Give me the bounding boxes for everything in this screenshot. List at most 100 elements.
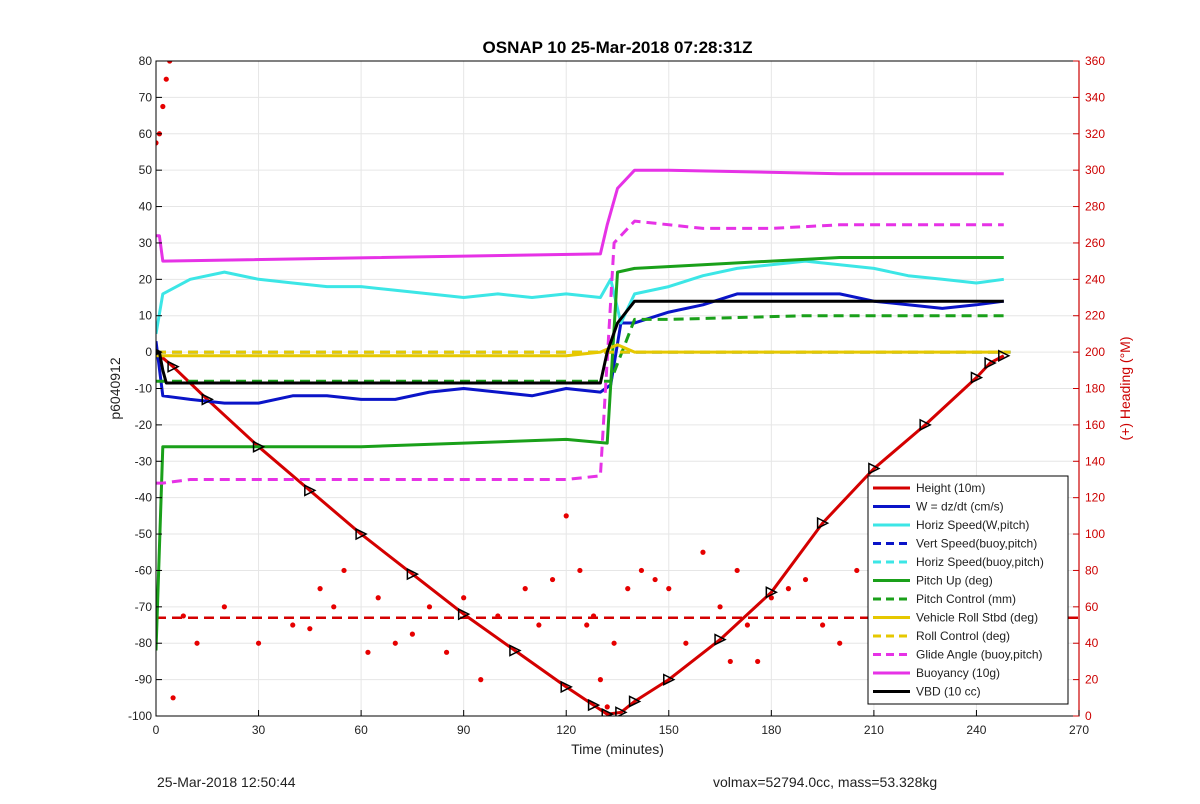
y-tick-label: -30 — [135, 454, 153, 468]
legend-entry: Horiz Speed(W,pitch) — [916, 518, 1029, 532]
y2-tick-label: 260 — [1085, 236, 1105, 250]
y2-tick-label: 160 — [1085, 418, 1105, 432]
y-tick-label: 70 — [139, 90, 153, 104]
height-marker — [663, 673, 676, 686]
x-tick-label: 240 — [966, 723, 986, 737]
heading-point — [375, 595, 381, 601]
y2-tick-label: 280 — [1085, 200, 1105, 214]
y2-tick-label: 320 — [1085, 127, 1105, 141]
heading-point — [563, 513, 569, 519]
y-tick-label: -100 — [128, 709, 152, 723]
y-tick-label: 40 — [139, 200, 153, 214]
heading-point — [180, 613, 186, 619]
heading-point — [290, 622, 296, 628]
legend-entry: Height (10m) — [916, 481, 985, 495]
height-marker — [919, 418, 932, 432]
legend-entry: VBD (10 cc) — [916, 685, 981, 699]
heading-point — [409, 631, 415, 637]
heading-point — [755, 658, 761, 665]
series-line-11 — [156, 299, 1004, 385]
heading-point — [768, 595, 774, 601]
x-tick-label: 180 — [761, 723, 781, 737]
heading-point — [638, 567, 645, 574]
footer-volmax-mass: volmax=52794.0cc, mass=53.328kg — [713, 774, 938, 790]
heading-point — [522, 586, 528, 592]
y-tick-label: 30 — [139, 236, 153, 250]
height-marker — [628, 695, 642, 708]
x-tick-label: 210 — [864, 723, 884, 737]
heading-point — [683, 640, 689, 646]
y2-tick-label: 20 — [1085, 673, 1099, 687]
series-line-10 — [156, 168, 1004, 263]
heading-point — [625, 586, 631, 592]
series-line-1 — [156, 292, 1004, 405]
height-marker — [868, 462, 881, 475]
heading-point — [194, 640, 200, 646]
y-tick-label: 20 — [139, 272, 153, 286]
height-marker — [984, 356, 997, 370]
height-marker — [457, 607, 471, 621]
legend-entry: Vehicle Roll Stbd (deg) — [916, 611, 1038, 625]
heading-point — [495, 613, 501, 619]
heading-point — [426, 604, 433, 610]
y2-tick-label: 60 — [1085, 600, 1099, 614]
x-tick-label: 270 — [1069, 723, 1089, 737]
y2-tick-label: 200 — [1085, 345, 1105, 359]
height-marker — [167, 360, 180, 373]
y-tick-label: -90 — [135, 673, 153, 687]
heading-point — [307, 626, 313, 632]
y-tick-label: 10 — [139, 309, 153, 323]
heading-point — [163, 76, 169, 82]
y2-tick-label: 180 — [1085, 382, 1105, 396]
y-tick-label: -60 — [135, 563, 153, 577]
series-line-2 — [156, 259, 1005, 335]
height-marker — [998, 349, 1011, 362]
legend-entry: Buoyancy (10g) — [916, 666, 1000, 680]
heading-point — [744, 622, 751, 628]
y2-tick-label: 100 — [1085, 527, 1105, 541]
legend-entry: Glide Angle (buoy,pitch) — [916, 648, 1043, 662]
heading-point — [666, 586, 672, 592]
y2-tick-label: 80 — [1085, 563, 1099, 577]
heading-point — [734, 567, 740, 574]
heading-point — [717, 604, 723, 610]
chart-title: OSNAP 10 25-Mar-2018 07:28:31Z — [483, 38, 753, 57]
footer-timestamp: 25-Mar-2018 12:50:44 — [157, 774, 296, 790]
heading-point — [611, 640, 617, 646]
heading-point — [461, 595, 467, 601]
y-tick-label: -20 — [135, 418, 153, 432]
height-marker — [714, 633, 727, 646]
x-tick-label: 120 — [556, 723, 576, 737]
heading-point — [170, 695, 176, 701]
height-marker — [509, 644, 522, 657]
heading-point — [652, 576, 658, 583]
heading-point — [221, 604, 227, 610]
y2-tick-label: 220 — [1085, 309, 1105, 323]
heading-point — [727, 658, 733, 665]
heading-point — [820, 622, 826, 628]
heading-point — [854, 567, 860, 574]
height-marker — [615, 706, 628, 716]
x-tick-label: 150 — [659, 723, 679, 737]
height-marker — [560, 680, 573, 694]
y2-tick-label: 0 — [1085, 709, 1092, 723]
height-marker — [406, 567, 420, 581]
axes: 0 30 60 90 120 150 180 210 240 270-100-90-80-70-6… — [128, 54, 1105, 737]
series-line-0 — [156, 350, 1005, 716]
x-tick-label: 30 — [252, 723, 266, 737]
y2-tick-label: 140 — [1085, 454, 1105, 468]
height-marker — [970, 371, 984, 384]
legend-entry: Roll Control (deg) — [916, 629, 1010, 643]
x-tick-label: 90 — [457, 723, 471, 737]
heading-point — [365, 649, 371, 655]
y-axis-label: p6040912 — [107, 357, 123, 420]
height-marker — [201, 393, 214, 406]
heading-point — [536, 622, 542, 628]
heading-point — [160, 103, 166, 110]
legend-entry: W = dz/dt (cm/s) — [916, 500, 1004, 514]
legend-entry: Vert Speed(buoy,pitch) — [916, 537, 1037, 551]
legend-entry: Pitch Up (deg) — [916, 574, 993, 588]
x-tick-label: 0 — [153, 723, 160, 737]
y-tick-label: -10 — [135, 382, 153, 396]
